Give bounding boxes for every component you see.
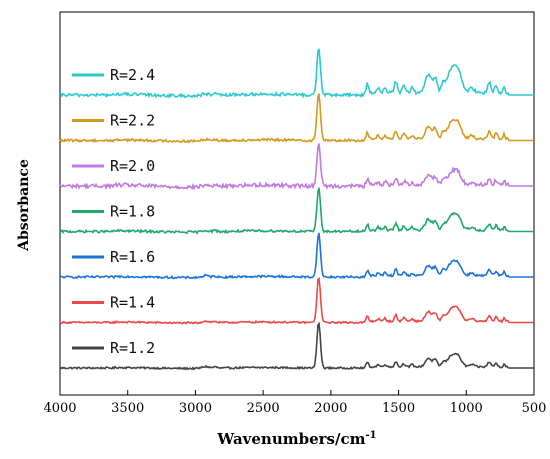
plot-frame xyxy=(59,11,535,396)
spectrum-line xyxy=(59,143,534,191)
spectrum-line xyxy=(59,187,534,235)
x-tick-label: 1000 xyxy=(450,401,483,416)
legend-label: R=2.0 xyxy=(110,157,155,175)
spectrum-line xyxy=(59,321,534,371)
legend: R=1.2 R=1.4 R=1.6 R=1.8 R=2.0 R=2.2 R=2.4 xyxy=(72,66,155,357)
spectrum-line xyxy=(59,48,534,100)
y-axis-label: Absorbance xyxy=(16,159,32,252)
spectrum-line xyxy=(59,93,534,144)
x-tick-label: 500 xyxy=(522,401,547,416)
x-tick-label: 2000 xyxy=(314,401,347,416)
legend-label: R=2.4 xyxy=(110,66,155,84)
x-axis-ticks: 4000 3500 3000 2500 2000 1500 1000 500 xyxy=(43,390,546,416)
x-tick-label: 1500 xyxy=(382,401,415,416)
legend-label: R=1.4 xyxy=(110,294,155,312)
spectra-curves xyxy=(59,48,534,371)
x-tick-label: 2500 xyxy=(247,401,280,416)
x-axis-label: Wavenumbers/cm-1 xyxy=(216,430,376,448)
legend-label: R=1.2 xyxy=(110,339,155,357)
x-tick-label: 4000 xyxy=(43,401,76,416)
x-tick-label: 3500 xyxy=(111,401,144,416)
x-tick-label: 3000 xyxy=(179,401,212,416)
spectrum-line xyxy=(60,232,534,280)
x-axis-label-main: Wavenumbers/cm xyxy=(216,430,365,448)
spectrum-line xyxy=(59,276,534,325)
legend-label: R=1.6 xyxy=(110,248,155,266)
legend-label: R=2.2 xyxy=(110,112,155,130)
x-axis-label-exponent: -1 xyxy=(365,430,376,441)
legend-label: R=1.8 xyxy=(110,203,155,221)
